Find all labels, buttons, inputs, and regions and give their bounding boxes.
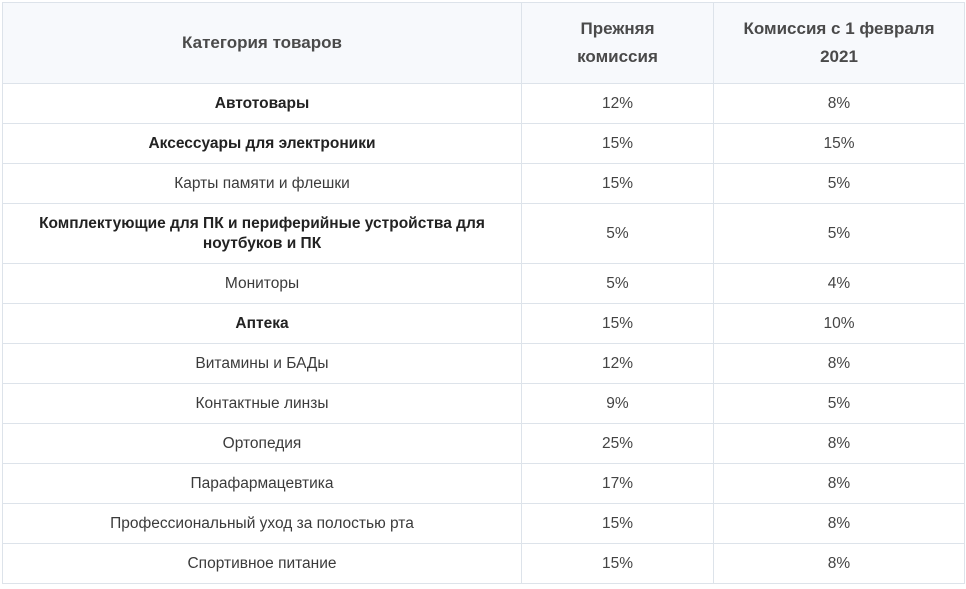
- table-header-row: Категория товаров Прежняя комиссия Комис…: [2, 2, 965, 84]
- new-commission-cell: 8%: [713, 463, 965, 504]
- old-commission-cell: 17%: [521, 463, 714, 504]
- category-cell: Парафармацевтика: [2, 463, 522, 504]
- new-commission-cell: 5%: [713, 163, 965, 204]
- category-cell: Профессиональный уход за полостью рта: [2, 503, 522, 544]
- old-commission-cell: 12%: [521, 83, 714, 124]
- table-row: Витамины и БАДы 12% 8%: [2, 343, 965, 384]
- new-commission-cell: 10%: [713, 303, 965, 344]
- new-commission-cell: 5%: [713, 383, 965, 424]
- new-commission-cell: 8%: [713, 83, 965, 124]
- category-cell: Контактные линзы: [2, 383, 522, 424]
- table-row: Аксессуары для электроники 15% 15%: [2, 123, 965, 164]
- category-cell: Автотовары: [2, 83, 522, 124]
- category-cell: Мониторы: [2, 263, 522, 304]
- table-row: Мониторы 5% 4%: [2, 263, 965, 304]
- old-commission-cell: 15%: [521, 503, 714, 544]
- old-commission-cell: 15%: [521, 543, 714, 584]
- table-row: Парафармацевтика 17% 8%: [2, 463, 965, 504]
- table-row: Аптека 15% 10%: [2, 303, 965, 344]
- table-row: Профессиональный уход за полостью рта 15…: [2, 503, 965, 544]
- category-cell: Спортивное питание: [2, 543, 522, 584]
- new-commission-cell: 4%: [713, 263, 965, 304]
- header-new-commission: Комиссия с 1 февраля 2021: [713, 2, 965, 84]
- new-commission-cell: 5%: [713, 203, 965, 264]
- new-commission-cell: 8%: [713, 543, 965, 584]
- old-commission-cell: 12%: [521, 343, 714, 384]
- category-cell: Карты памяти и флешки: [2, 163, 522, 204]
- old-commission-cell: 15%: [521, 123, 714, 164]
- old-commission-cell: 5%: [521, 203, 714, 264]
- old-commission-cell: 15%: [521, 163, 714, 204]
- header-old-commission: Прежняя комиссия: [521, 2, 714, 84]
- table-row: Карты памяти и флешки 15% 5%: [2, 163, 965, 204]
- old-commission-cell: 9%: [521, 383, 714, 424]
- old-commission-cell: 15%: [521, 303, 714, 344]
- table-row: Комплектующие для ПК и периферийные устр…: [2, 203, 965, 264]
- category-cell: Аптека: [2, 303, 522, 344]
- table-row: Ортопедия 25% 8%: [2, 423, 965, 464]
- category-cell: Комплектующие для ПК и периферийные устр…: [2, 203, 522, 264]
- header-category: Категория товаров: [2, 2, 522, 84]
- table-row: Спортивное питание 15% 8%: [2, 543, 965, 584]
- old-commission-cell: 5%: [521, 263, 714, 304]
- new-commission-cell: 15%: [713, 123, 965, 164]
- category-cell: Аксессуары для электроники: [2, 123, 522, 164]
- table-row: Контактные линзы 9% 5%: [2, 383, 965, 424]
- category-cell: Ортопедия: [2, 423, 522, 464]
- old-commission-cell: 25%: [521, 423, 714, 464]
- table-row: Автотовары 12% 8%: [2, 83, 965, 124]
- new-commission-cell: 8%: [713, 503, 965, 544]
- category-cell: Витамины и БАДы: [2, 343, 522, 384]
- new-commission-cell: 8%: [713, 343, 965, 384]
- new-commission-cell: 8%: [713, 423, 965, 464]
